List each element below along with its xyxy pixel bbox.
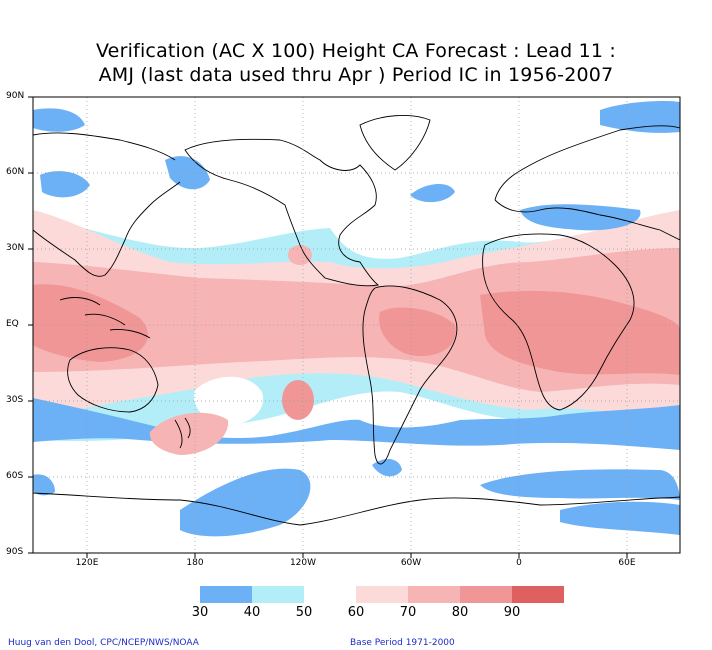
blue-patch-west-antarctic-edge — [33, 474, 55, 496]
colorbar-swatch-6 — [460, 586, 512, 603]
blue-patch-europe — [520, 204, 641, 231]
blue-patch-east-antarctic — [560, 501, 680, 535]
colorbar-label-70: 70 — [399, 605, 417, 620]
colorbar-swatch-2 — [252, 586, 304, 603]
lat-label-90s: 90S — [6, 547, 24, 557]
coast-maritime — [59, 297, 151, 339]
pink-dark-patch-samerica — [379, 307, 456, 356]
lat-label-30s: 30S — [6, 395, 24, 405]
coast-new-zealand — [174, 417, 191, 449]
lon-label-0: 0 — [516, 558, 522, 568]
lat-label-eq: EQ — [6, 319, 19, 329]
pink-dark-patch-west — [33, 284, 148, 362]
colorbar-label-40: 40 — [243, 605, 261, 620]
lat-label-60n: 60N — [6, 167, 25, 177]
blue-patch-north-atlantic — [410, 184, 455, 203]
coast-greenland — [359, 115, 431, 171]
colorbar — [200, 586, 564, 603]
colorbar-swatch-7 — [512, 586, 564, 603]
coast-antarctica — [33, 492, 680, 526]
blue-patch-nw — [33, 108, 85, 132]
colorbar-swatch-4 — [356, 586, 408, 603]
pink-dark-patch-pacific — [282, 380, 314, 420]
lat-label-30n: 30N — [6, 243, 25, 253]
white-hole-south-pacific — [194, 376, 264, 425]
blue-patch-south-america-tip — [372, 458, 402, 477]
footer-base-period: Base Period 1971-2000 — [350, 638, 455, 648]
footer-credit: Huug van den Dool, CPC/NCEP/NWS/NOAA — [8, 638, 199, 648]
coast-south-america — [362, 285, 458, 465]
lon-label-120w: 120W — [289, 558, 317, 568]
pink-patch-nz — [149, 412, 229, 455]
colorbar-swatch-3 — [304, 586, 356, 603]
coast-north-america — [184, 138, 380, 287]
blue-patch-siberia — [40, 171, 90, 198]
map-title-line1: Verification (AC X 100) Height CA Foreca… — [95, 40, 617, 62]
colorbar-label-50: 50 — [295, 605, 313, 620]
map-field — [33, 97, 680, 553]
colorbar-swatch-1 — [200, 586, 252, 603]
lon-label-60e: 60E — [618, 558, 636, 568]
axis-ticks — [28, 96, 628, 558]
colorbar-label-60: 60 — [347, 605, 365, 620]
coast-africa — [482, 233, 635, 411]
blue-patch-antarctic — [180, 468, 311, 537]
colorbar-label-90: 90 — [503, 605, 521, 620]
map-title-line2: AMJ (last data used thru Apr ) Period IC… — [98, 64, 614, 86]
coastlines — [33, 115, 680, 526]
coast-east-asia — [33, 181, 181, 277]
lat-label-60s: 60S — [6, 471, 24, 481]
lon-label-180: 180 — [186, 558, 204, 568]
colorbar-label-80: 80 — [451, 605, 469, 620]
lon-label-120e: 120E — [75, 558, 99, 568]
coast-australia — [67, 347, 159, 413]
colorbar-swatch-5 — [408, 586, 460, 603]
blue-patch-alaska — [165, 156, 210, 190]
pink-dark-patch-africa — [480, 290, 680, 375]
coast-eurasia — [33, 125, 680, 241]
blue-patch-arctic — [600, 100, 680, 133]
lat-lon-grid — [33, 97, 680, 553]
lat-label-90n: 90N — [6, 91, 25, 101]
pink-dark-patch-mexico — [288, 245, 312, 265]
lon-label-60w: 60W — [400, 558, 422, 568]
colorbar-label-30: 30 — [191, 605, 209, 620]
